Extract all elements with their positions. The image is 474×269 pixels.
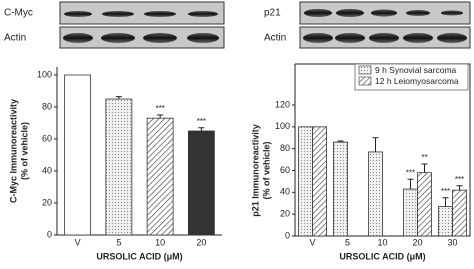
legend-label: 12 h Leiomyosarcoma bbox=[375, 76, 459, 86]
error-bar bbox=[337, 140, 344, 143]
error-bar bbox=[442, 197, 449, 207]
y-tick-label: 0 bbox=[47, 229, 52, 239]
bar bbox=[105, 98, 133, 236]
x-tick-label: V bbox=[75, 237, 81, 247]
bar bbox=[146, 117, 174, 236]
bar bbox=[417, 172, 432, 237]
error-bar bbox=[198, 127, 205, 131]
error-bar bbox=[456, 185, 463, 191]
x-tick-label: 10 bbox=[155, 237, 165, 247]
x-tick-label: 10 bbox=[377, 237, 387, 247]
y-axis-label: p21 Immunoreactivity bbox=[250, 124, 260, 217]
significance-label: *** bbox=[155, 104, 164, 113]
bar bbox=[368, 151, 383, 237]
error-bar bbox=[157, 114, 164, 119]
error-bar bbox=[115, 96, 122, 99]
y-tick-label: 0 bbox=[285, 230, 290, 240]
y-tick-label: 20 bbox=[42, 197, 52, 207]
error-bar bbox=[372, 137, 379, 152]
blot-label: Actin bbox=[4, 33, 26, 44]
y-tick-label: 80 bbox=[42, 101, 52, 111]
y-tick-label: 100 bbox=[275, 121, 290, 131]
x-tick-label: 5 bbox=[345, 237, 350, 247]
legend-swatch bbox=[358, 76, 372, 86]
significance-label: *** bbox=[455, 175, 464, 184]
y-tick-label: 20 bbox=[280, 209, 290, 219]
significance-label: ** bbox=[421, 153, 427, 162]
blot-label: p21 bbox=[264, 8, 281, 19]
error-bar bbox=[421, 163, 428, 173]
legend-box bbox=[354, 63, 469, 91]
blot-label: Actin bbox=[264, 33, 286, 44]
bar bbox=[187, 130, 215, 236]
bar bbox=[438, 206, 453, 237]
y-tick-label: 40 bbox=[280, 187, 290, 197]
x-tick-label: 20 bbox=[196, 237, 206, 247]
y-tick-label: 60 bbox=[280, 165, 290, 175]
bar bbox=[403, 188, 418, 237]
x-tick-label: V bbox=[309, 237, 315, 247]
y-tick-label: 40 bbox=[42, 165, 52, 175]
x-tick-label: 5 bbox=[116, 237, 121, 247]
y-axis-label: C-Myc Immunoreactivity bbox=[8, 99, 18, 203]
x-axis-label: URSOLIC ACID (μM) bbox=[96, 251, 182, 261]
blot-label: C-Myc bbox=[4, 8, 33, 19]
bar bbox=[64, 74, 92, 236]
blot-images bbox=[59, 1, 471, 49]
significance-label: *** bbox=[406, 168, 415, 177]
y-tick-label: 60 bbox=[42, 133, 52, 143]
significance-label: *** bbox=[197, 117, 206, 126]
bar bbox=[333, 141, 348, 237]
y-tick-label: 80 bbox=[280, 143, 290, 153]
bar bbox=[312, 126, 327, 237]
x-tick-label: 30 bbox=[447, 237, 457, 247]
legend-swatch bbox=[358, 65, 372, 75]
y-axis-label: (% of vehicle) bbox=[19, 122, 29, 180]
y-tick-label: 100 bbox=[37, 69, 52, 79]
x-tick-label: 20 bbox=[412, 237, 422, 247]
bar bbox=[298, 126, 313, 237]
legend-label: 9 h Synovial sarcoma bbox=[375, 65, 457, 75]
x-axis-label: URSOLIC ACID (μM) bbox=[339, 251, 425, 261]
significance-label: *** bbox=[441, 187, 450, 196]
error-bar bbox=[407, 178, 414, 190]
y-tick-label: 120 bbox=[275, 99, 290, 109]
y-axis-label: (% of vehicle) bbox=[261, 141, 271, 199]
bar bbox=[452, 189, 467, 237]
